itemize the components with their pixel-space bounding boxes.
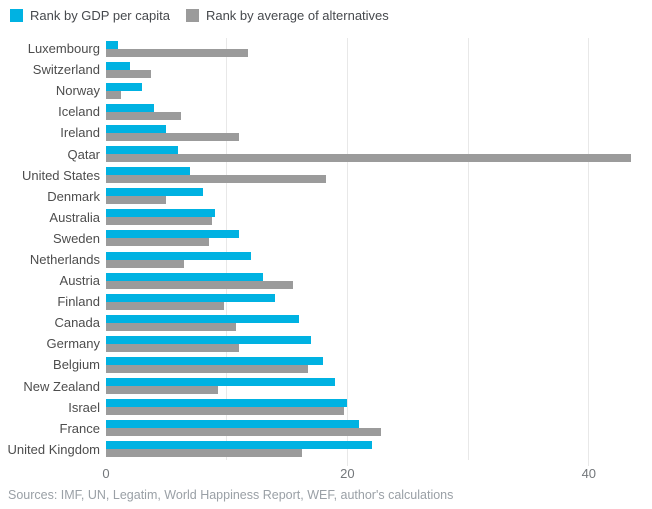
legend-label-gdp: Rank by GDP per capita — [30, 8, 170, 23]
bar-group-sweden — [106, 228, 650, 249]
bar-group-united-states — [106, 165, 650, 186]
bar-gdp — [106, 272, 263, 281]
bar-group-united-kingdom — [106, 439, 650, 460]
category-label: Qatar — [67, 146, 100, 162]
category-label: Luxembourg — [27, 41, 100, 57]
bar-gdp — [106, 441, 372, 450]
category-label: Denmark — [47, 188, 100, 204]
bar-group-netherlands — [106, 249, 650, 270]
bar-group-austria — [106, 270, 650, 291]
category-label: Canada — [54, 315, 100, 331]
category-label: Iceland — [58, 104, 100, 120]
bar-group-australia — [106, 207, 650, 228]
bar-alt — [106, 132, 239, 141]
gridline-x-30 — [467, 38, 469, 460]
category-label: Sweden — [53, 230, 100, 246]
bar-gdp — [106, 124, 167, 133]
bar-alt — [106, 259, 185, 268]
category-label: Germany — [46, 336, 100, 352]
bar-rows — [106, 38, 650, 460]
bar-alt — [106, 175, 327, 184]
bar-alt — [106, 428, 381, 437]
bar-alt — [106, 322, 236, 331]
bar-alt — [106, 90, 122, 99]
bar-group-canada — [106, 312, 650, 333]
bar-alt — [106, 365, 309, 373]
category-label: Finland — [57, 294, 100, 310]
bar-alt — [106, 217, 212, 226]
bar-group-switzerland — [106, 59, 650, 80]
bar-alt — [106, 280, 294, 289]
bar-gdp — [106, 293, 275, 302]
bar-gdp — [106, 61, 131, 70]
bar-alt — [106, 449, 303, 458]
category-label: United States — [21, 167, 100, 183]
category-label: France — [59, 420, 100, 436]
category-label: Belgium — [53, 357, 100, 373]
legend-item-gdp-rank: Rank by GDP per capita — [10, 8, 170, 23]
bar-gdp — [106, 357, 324, 365]
gridline-x-40 — [588, 38, 590, 466]
legend-item-alternatives-rank: Rank by average of alternatives — [185, 8, 389, 23]
category-label: Ireland — [60, 125, 100, 141]
category-label: Norway — [55, 83, 100, 99]
bar-group-ireland — [106, 122, 650, 143]
bar-group-finland — [106, 291, 650, 312]
bar-alt — [106, 386, 218, 395]
bar-group-france — [106, 418, 650, 439]
category-label: United Kingdom — [7, 441, 101, 457]
bar-alt — [106, 48, 248, 57]
legend-swatch-alternatives-icon — [185, 9, 199, 22]
bar-group-denmark — [106, 186, 650, 207]
source-note: Sources: IMF, UN, Legatim, World Happine… — [8, 488, 454, 502]
bar-group-luxembourg — [106, 38, 650, 59]
category-label: Austria — [59, 273, 100, 289]
legend: Rank by GDP per capita Rank by average o… — [10, 8, 389, 23]
x-tick-label-0: 0 — [102, 466, 110, 481]
bar-gdp — [106, 420, 360, 429]
bar-gdp — [106, 230, 239, 239]
bar-gdp — [106, 40, 119, 49]
gridline-x-10 — [226, 38, 228, 460]
gridline-x-20 — [346, 38, 348, 466]
bar-gdp — [106, 314, 300, 323]
bar-group-israel — [106, 397, 650, 418]
category-label: Australia — [49, 209, 100, 225]
bar-gdp — [106, 82, 143, 91]
legend-label-alternatives: Rank by average of alternatives — [205, 8, 389, 23]
bar-group-norway — [106, 80, 650, 101]
bar-group-germany — [106, 333, 650, 354]
bar-group-iceland — [106, 101, 650, 122]
bar-alt — [106, 407, 345, 416]
bar-alt — [106, 69, 152, 78]
plot-area — [106, 38, 650, 466]
bar-gdp — [106, 209, 215, 218]
bar-gdp — [106, 146, 179, 155]
bar-group-belgium — [106, 354, 650, 375]
bar-alt — [106, 111, 182, 120]
bar-alt — [106, 301, 224, 310]
bar-alt — [106, 196, 167, 205]
bar-gdp — [106, 399, 348, 408]
x-tick-label-40: 40 — [581, 466, 597, 481]
bar-gdp — [106, 103, 155, 112]
category-label: New Zealand — [23, 378, 100, 394]
bar-alt — [106, 154, 632, 163]
x-tick-label-20: 20 — [340, 466, 355, 481]
bar-gdp — [106, 251, 251, 260]
bar-gdp — [106, 335, 312, 344]
bar-gdp — [106, 378, 336, 387]
category-label: Israel — [68, 399, 100, 415]
bar-group-qatar — [106, 143, 650, 164]
bar-alt — [106, 343, 239, 352]
bar-alt — [106, 238, 209, 247]
bar-group-new-zealand — [106, 376, 650, 397]
category-label: Netherlands — [29, 251, 100, 267]
bar-gdp — [106, 188, 203, 197]
category-label: Switzerland — [32, 62, 100, 78]
category-axis-labels: Luxembourg Switzerland Norway Iceland Irelan… — [0, 38, 101, 460]
bar-gdp — [106, 167, 191, 176]
legend-swatch-gdp-icon — [10, 9, 23, 22]
